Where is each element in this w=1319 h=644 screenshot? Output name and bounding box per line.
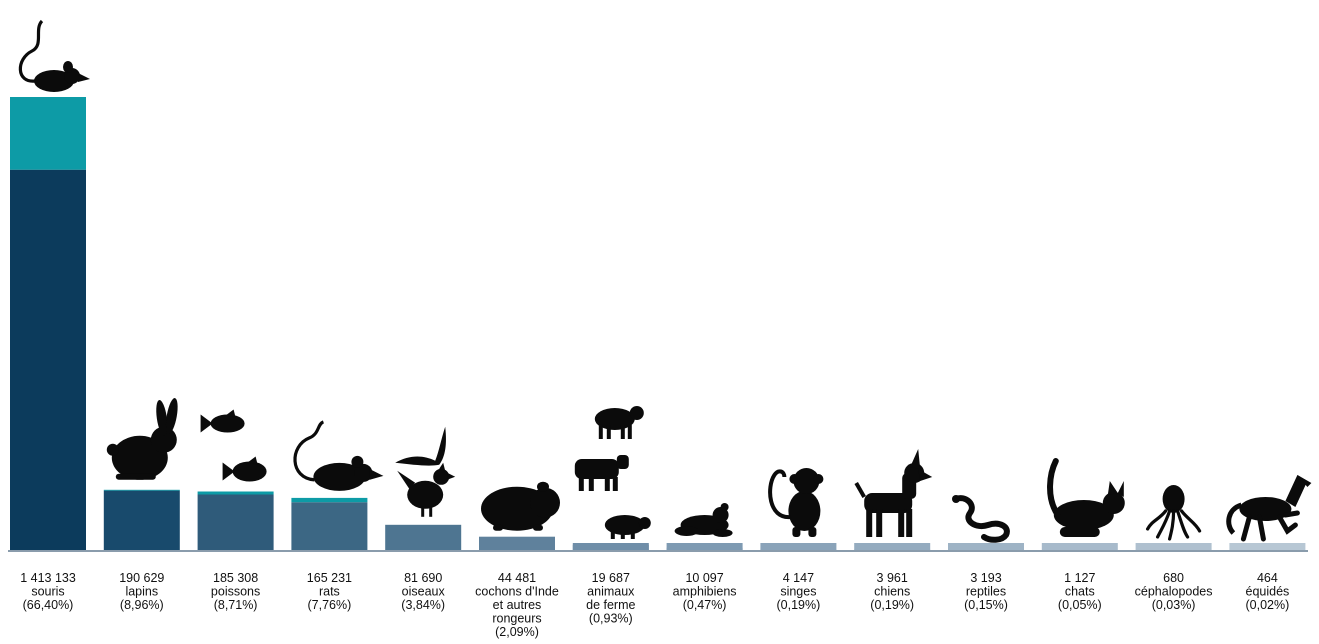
cat-icon: [1047, 458, 1125, 537]
fish-icon: [200, 409, 267, 482]
percent-label: (0,19%): [870, 598, 914, 612]
category-name-label: de ferme: [586, 598, 635, 612]
bar-min-sliver: [572, 543, 649, 551]
value-label: 81 690: [404, 571, 442, 585]
bar: [291, 502, 368, 551]
category-label: 3 961 chiens (0,19%): [870, 571, 914, 612]
bar-min-sliver: [1041, 543, 1118, 551]
percent-label: (8,71%): [214, 598, 258, 612]
value-label: 680: [1163, 571, 1184, 585]
bars: [10, 97, 1306, 551]
percent-label: (7,76%): [308, 598, 352, 612]
category-name-label: singes: [780, 585, 816, 599]
bird-icon: [395, 426, 456, 517]
frog-icon: [674, 503, 733, 537]
value-label: 1 127: [1064, 571, 1095, 585]
percent-label: (0,47%): [683, 598, 727, 612]
category-name-label: cochons d'Inde: [475, 585, 559, 599]
rabbit-icon: [106, 398, 178, 480]
value-label: 464: [1257, 571, 1278, 585]
percent-label: (8,96%): [120, 598, 164, 612]
value-label: 19 687: [592, 571, 630, 585]
category-name-label: reptiles: [966, 585, 1006, 599]
category-label: 3 193 reptiles (0,15%): [964, 571, 1008, 612]
bar-top-segment: [197, 491, 274, 495]
category-name-label: rongeurs: [492, 612, 541, 626]
bar-min-sliver: [854, 543, 931, 551]
category-name-label: amphibiens: [673, 585, 737, 599]
category-label: 185 308 poissons (8,71%): [211, 571, 260, 612]
snake-icon: [952, 495, 1010, 543]
monkey-icon: [768, 468, 824, 537]
category-name-label: chiens: [874, 585, 910, 599]
percent-label: (0,19%): [777, 598, 821, 612]
category-name-label: chats: [1065, 585, 1095, 599]
value-label: 3 961: [877, 571, 908, 585]
farm-animals-icon: [574, 406, 651, 539]
category-name-label: et autres: [493, 598, 542, 612]
percent-label: (2,09%): [495, 625, 539, 639]
category-name-label: rats: [319, 585, 340, 599]
value-label: 1 413 133: [20, 571, 76, 585]
bar: [479, 536, 555, 551]
octopus-icon: [1145, 485, 1202, 541]
bar-min-sliver: [948, 543, 1024, 551]
category-label: 4 147 singes (0,19%): [777, 571, 821, 612]
bar: [197, 494, 274, 551]
percent-label: (3,84%): [401, 598, 445, 612]
category-label: 44 481 cochons d'Inde et autres rongeurs (2,…: [475, 571, 559, 639]
category-name-label: équidés: [1246, 585, 1290, 599]
category-label: 680 céphalopodes (0,03%): [1135, 571, 1213, 612]
category-label: 81 690 oiseaux (3,84%): [401, 571, 445, 612]
rat-icon: [293, 420, 384, 491]
category-name-label: souris: [31, 585, 64, 599]
bar-top-segment: [10, 97, 86, 170]
bar-min-sliver: [1135, 543, 1212, 551]
value-label: 10 097: [685, 571, 723, 585]
value-label: 3 193: [970, 571, 1001, 585]
bar-min-sliver: [1229, 543, 1306, 551]
value-label: 185 308: [213, 571, 258, 585]
bar-top-segment: [291, 497, 368, 503]
percent-label: (0,03%): [1152, 598, 1196, 612]
category-name-label: animaux: [587, 585, 635, 599]
category-name-label: oiseaux: [402, 585, 446, 599]
bar: [103, 490, 180, 551]
bar-top-segment: [103, 489, 180, 491]
mouse-icon: [18, 19, 90, 92]
percent-label: (0,05%): [1058, 598, 1102, 612]
category-name-label: poissons: [211, 585, 260, 599]
guinea-pig-icon: [481, 481, 560, 531]
category-name-label: céphalopodes: [1135, 585, 1213, 599]
icons: [18, 19, 1312, 543]
bar-min-sliver: [760, 543, 837, 551]
category-label: 1 413 133 souris (66,40%): [20, 571, 76, 612]
value-label: 4 147: [783, 571, 814, 585]
category-label: 19 687 animaux de ferme (0,93%): [586, 571, 635, 626]
horse-icon: [1226, 475, 1312, 542]
percent-label: (0,02%): [1246, 598, 1290, 612]
percent-label: (0,15%): [964, 598, 1008, 612]
labels: 1 413 133 souris (66,40%) 190 629 lapins (8,9…: [20, 571, 1289, 639]
percent-label: (66,40%): [23, 598, 74, 612]
bar: [385, 524, 462, 551]
category-label: 165 231 rats (7,76%): [307, 571, 352, 612]
category-label: 10 097 amphibiens (0,47%): [673, 571, 737, 612]
category-label: 1 127 chats (0,05%): [1058, 571, 1102, 612]
percent-label: (0,93%): [589, 612, 633, 626]
value-label: 165 231: [307, 571, 352, 585]
category-label: 464 équidés (0,02%): [1246, 571, 1290, 612]
value-label: 190 629: [119, 571, 164, 585]
category-label: 190 629 lapins (8,96%): [119, 571, 164, 612]
bar-min-sliver: [666, 543, 743, 551]
dog-icon: [854, 449, 933, 537]
category-name-label: lapins: [125, 585, 158, 599]
value-label: 44 481: [498, 571, 536, 585]
bar: [10, 169, 86, 551]
